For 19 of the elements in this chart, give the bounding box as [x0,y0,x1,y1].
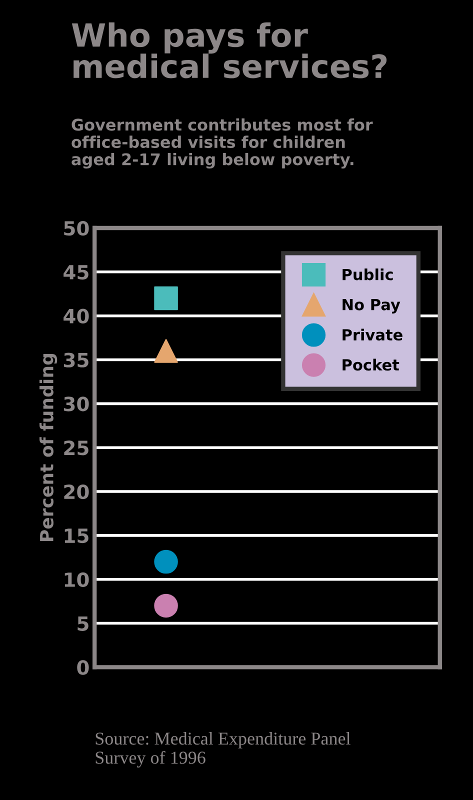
legend-label: Private [342,328,402,341]
y-tick-label: 10 [64,572,89,588]
y-tick-label: 20 [64,484,89,500]
y-tick-label: 40 [64,308,89,324]
chart-title: Who pays for medical services? [72,22,387,78]
y-tick-label: 35 [64,352,88,368]
y-tick-label: 50 [64,220,89,236]
legend-label: No Pay [342,299,400,314]
source-note: Source: Medical Expenditure Panel Survey of 1996 [96,732,350,768]
legend-label: Public [342,268,393,280]
y-axis-title: Percent of funding [40,354,58,541]
y-tick-label: 15 [64,528,88,544]
legend-label: Pocket [342,358,400,371]
y-tick-label: 25 [64,440,88,456]
y-tick-label: 30 [64,396,89,412]
y-tick-label: 5 [78,616,88,631]
chart-subtitle: Government contributes most for office-based visits for children aged 2-17 living below poverty. [72,118,373,169]
y-tick-label: 45 [64,265,88,280]
y-tick-label: 0 [77,660,89,675]
